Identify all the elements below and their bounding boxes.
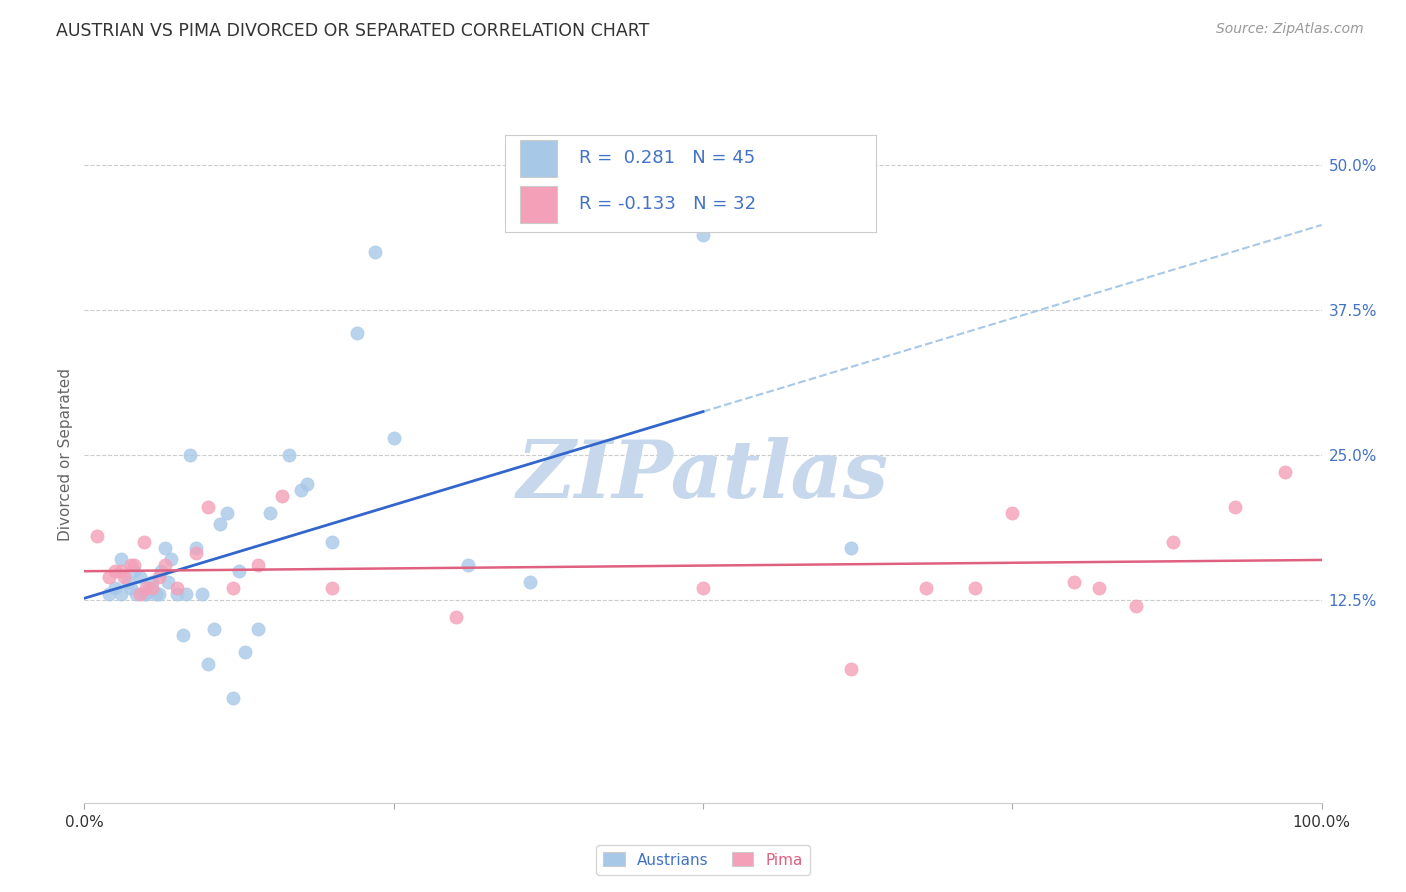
Point [321,534,343,549]
Point [129,570,152,584]
Point [122,564,145,578]
Point [104,582,127,596]
Point [120,582,142,596]
Point [166,587,188,601]
Point [110,564,132,578]
Point [841,662,863,676]
Point [914,582,936,596]
Point [135,582,157,596]
Point [197,657,219,671]
Point [444,610,467,624]
Point [148,570,170,584]
Point [277,448,299,462]
Point [110,587,132,601]
Point [346,326,368,341]
Point [135,587,157,601]
Point [141,582,163,596]
Point [191,587,214,601]
Point [519,575,541,590]
Point [179,448,201,462]
Point [965,582,987,596]
Point [145,587,167,601]
Point [228,564,250,578]
Point [117,575,139,590]
Point [184,546,207,561]
Point [129,587,152,601]
Point [160,552,183,566]
Point [259,506,281,520]
Point [290,483,312,497]
Point [132,534,155,549]
Point [141,575,163,590]
Text: AUSTRIAN VS PIMA DIVORCED OR SEPARATED CORRELATION CHART: AUSTRIAN VS PIMA DIVORCED OR SEPARATED C… [56,22,650,40]
Text: Source: ZipAtlas.com: Source: ZipAtlas.com [1216,22,1364,37]
Point [184,541,207,555]
Point [174,587,197,601]
Point [457,558,479,573]
Point [86,529,108,543]
Point [172,628,194,642]
Point [1161,534,1184,549]
Legend: Austrians, Pima: Austrians, Pima [596,845,810,875]
Point [295,476,318,491]
Point [692,582,714,596]
Point [157,575,180,590]
Point [1063,575,1085,590]
Point [122,558,145,573]
Point [233,645,256,659]
Point [132,587,155,601]
Point [150,564,173,578]
Text: ZIPatlas: ZIPatlas [517,437,889,515]
Point [1274,466,1296,480]
Point [148,587,170,601]
Point [209,517,232,532]
Point [382,431,405,445]
Point [222,691,245,706]
Point [98,570,121,584]
Point [202,622,225,636]
Point [321,582,343,596]
Point [125,587,148,601]
Point [841,541,863,555]
Point [246,558,269,573]
Point [1125,599,1147,613]
Point [153,541,176,555]
Point [1223,500,1246,514]
Point [138,582,160,596]
Point [104,564,127,578]
Point [153,558,176,573]
Point [692,227,714,242]
Point [112,570,135,584]
Point [1088,582,1111,596]
Point [364,244,387,259]
Point [1001,506,1024,520]
Point [271,489,294,503]
Point [215,506,238,520]
Point [120,558,142,573]
Point [222,582,245,596]
Point [98,587,121,601]
Point [110,552,132,566]
Point [166,582,188,596]
Point [197,500,219,514]
Point [246,622,269,636]
Y-axis label: Divorced or Separated: Divorced or Separated [58,368,73,541]
